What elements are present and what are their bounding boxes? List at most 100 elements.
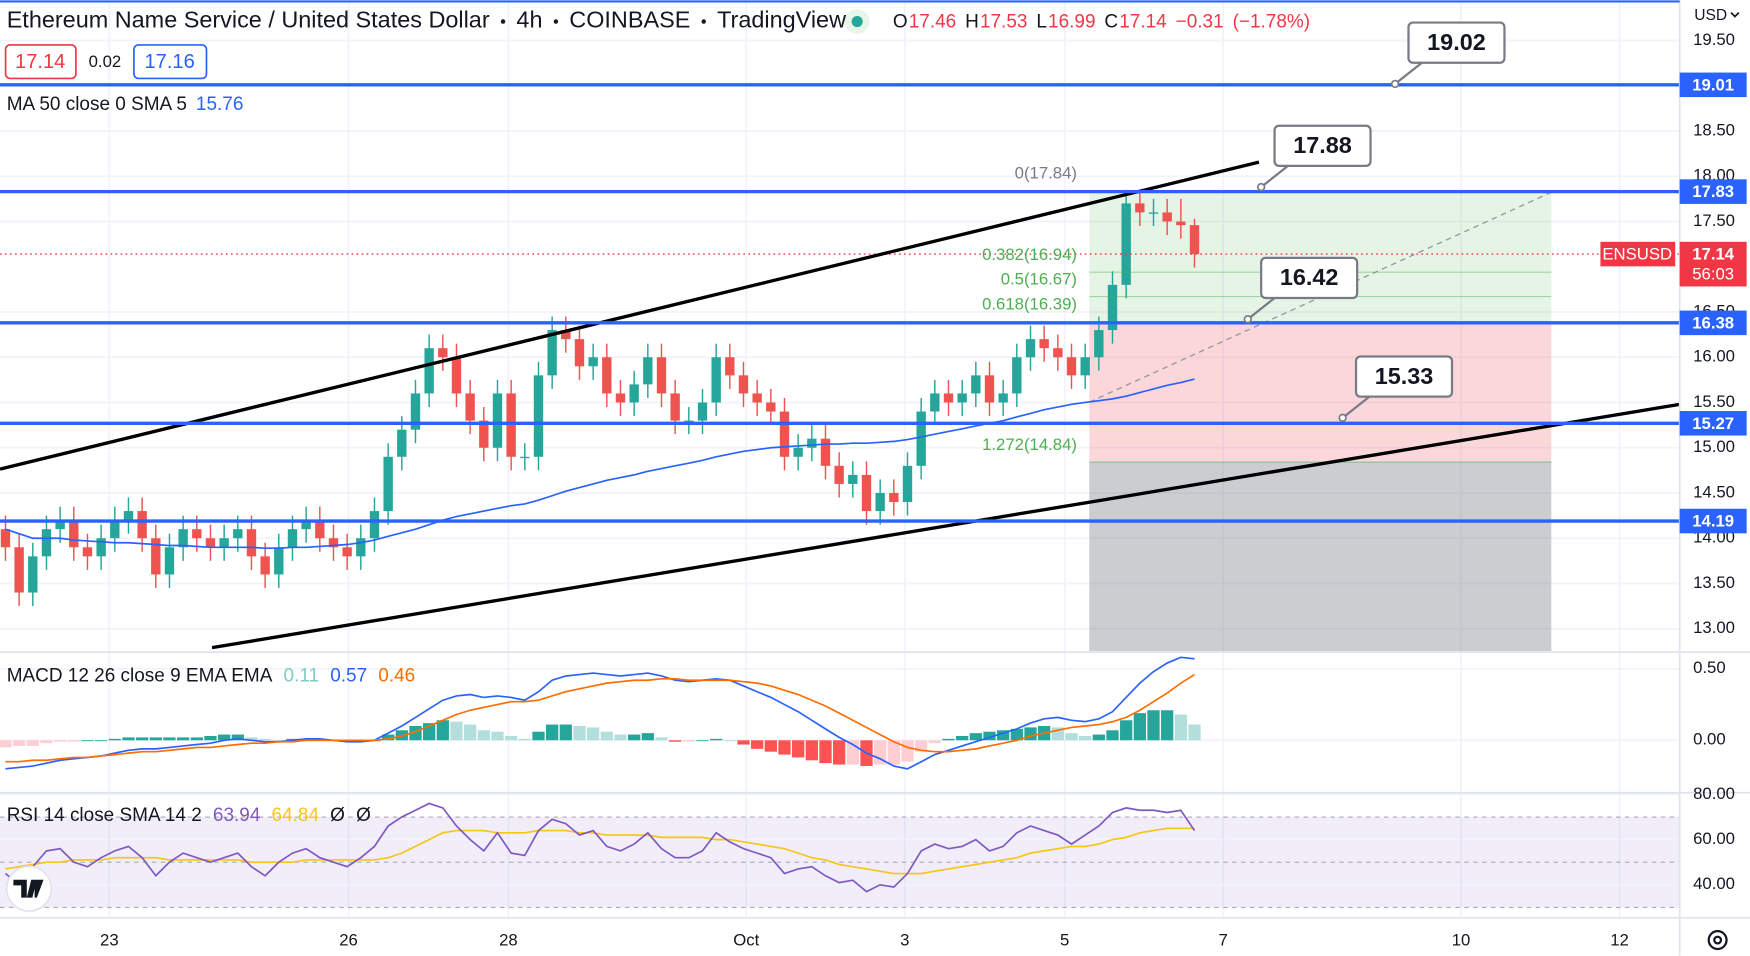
histogram-bar	[67, 740, 80, 742]
fib-label: 0.382(16.94)	[982, 245, 1077, 264]
candle-body	[848, 474, 858, 484]
candle-body	[1107, 284, 1118, 331]
candle-body	[629, 384, 639, 403]
fib-label: 0(17.84)	[1015, 163, 1077, 182]
candle-body	[779, 411, 790, 457]
histogram-bar	[94, 740, 108, 742]
histogram-bar	[614, 734, 627, 741]
histogram-bar	[450, 721, 463, 741]
currency-selector[interactable]: USD	[1694, 7, 1727, 24]
level-axis-label: 16.38	[1692, 313, 1734, 332]
candle-body	[697, 402, 708, 421]
indicator-title: RSI 14 close SMA 14 2	[7, 805, 202, 826]
histogram-bar	[382, 734, 395, 741]
histogram-bar	[122, 737, 135, 741]
bid-box[interactable]	[4, 44, 77, 80]
currency-chevron[interactable]	[1730, 12, 1740, 18]
callout-anchor	[1256, 182, 1266, 192]
logo[interactable]	[5, 865, 53, 912]
histogram-bar	[1092, 734, 1105, 741]
x-tick-label: 3	[900, 931, 909, 950]
loss-zone	[1089, 322, 1552, 462]
x-tick-label: 10	[1452, 931, 1471, 950]
candle-body	[533, 375, 544, 457]
candle-body	[356, 538, 366, 557]
histogram-bar	[272, 740, 285, 742]
histogram-bar	[682, 740, 695, 742]
y-tick-label: 40.00	[1693, 874, 1735, 893]
candle-body	[451, 357, 462, 394]
fib-label: 0.618(16.39)	[982, 295, 1077, 314]
callout-box	[1273, 124, 1372, 168]
settings-button[interactable]	[1707, 930, 1728, 951]
candle-body	[766, 402, 776, 412]
candle-body	[520, 456, 530, 459]
candle-body	[1176, 221, 1186, 226]
histogram-bar	[505, 735, 518, 741]
y-tick-label: 17.50	[1693, 211, 1735, 230]
candle-body	[930, 393, 940, 412]
candle-body	[123, 511, 134, 521]
separator-dot	[500, 19, 506, 24]
histogram-bar	[546, 724, 559, 741]
fib-label: 1.272(14.84)	[982, 435, 1077, 454]
indicator-value: 64.84	[272, 805, 319, 826]
header: MA 50 close 0 SMA 5 15.76 MACD 12 26 close…	[4, 7, 1310, 826]
candle-body	[916, 411, 926, 466]
level-axis-box	[1679, 411, 1747, 436]
histogram-bar	[26, 740, 39, 746]
ohlc-value: 17.46	[909, 12, 956, 33]
histogram-bar	[764, 740, 777, 752]
histogram-bar	[1065, 733, 1078, 741]
indicator-value: 0.11	[284, 666, 320, 687]
histogram-bar	[805, 740, 818, 761]
candle-body	[492, 393, 503, 448]
ohlc-key: O	[893, 12, 908, 33]
candle-body	[192, 529, 202, 539]
candle-body	[55, 520, 65, 530]
candle-body	[1053, 348, 1063, 358]
candle-body	[1148, 212, 1159, 214]
histogram-bar	[655, 737, 668, 741]
candle-body	[369, 511, 380, 539]
candle-body	[69, 520, 79, 548]
symbol-box	[1600, 241, 1676, 267]
histogram-bar	[723, 740, 736, 742]
x-tick-label: 28	[499, 931, 518, 950]
candle-body	[807, 438, 817, 448]
candle-body	[1189, 225, 1200, 255]
histogram-bar	[887, 740, 900, 765]
header-interval: 4h	[516, 7, 542, 33]
ohlc-change: −0.31	[1176, 12, 1224, 33]
candle-body	[28, 556, 38, 593]
bid-price[interactable]: 17.14	[15, 51, 65, 73]
histogram-bar	[942, 738, 955, 741]
ohlc-key: L	[1036, 12, 1047, 33]
spread: 0.02	[89, 52, 122, 71]
indicator-value: Ø	[330, 805, 345, 826]
candle-body	[971, 375, 981, 394]
candle-body	[643, 357, 653, 385]
histogram-bar	[53, 740, 67, 742]
histogram-bar	[600, 731, 613, 741]
candle-body	[246, 529, 257, 557]
channel-upper	[0, 160, 1260, 471]
histogram-bar	[135, 737, 149, 741]
candle-body	[615, 393, 626, 403]
histogram-bar	[108, 738, 121, 741]
histogram-bar	[177, 737, 190, 741]
callout-pointer	[1260, 165, 1289, 188]
candle-body	[274, 547, 284, 575]
histogram-bar	[1188, 724, 1201, 741]
ask-box[interactable]	[133, 44, 208, 80]
histogram-bar	[1161, 710, 1174, 741]
ohlc-key: C	[1104, 12, 1118, 33]
candle-body	[943, 393, 954, 403]
ask-price[interactable]: 17.16	[145, 51, 195, 73]
x-tick-label: 7	[1219, 931, 1228, 950]
histogram-bar	[231, 734, 244, 741]
histogram-bar	[559, 724, 572, 741]
histogram-bar	[956, 735, 969, 741]
histogram-bar	[792, 740, 805, 758]
